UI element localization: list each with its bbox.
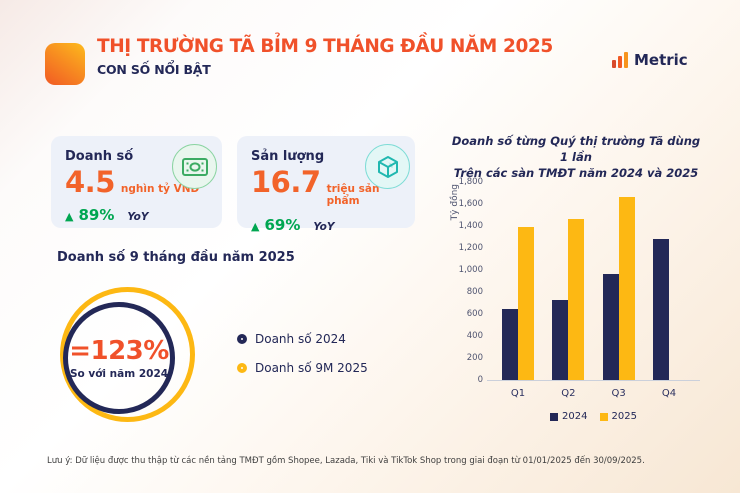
y-tick-label: 800 (466, 287, 483, 297)
bar-2024-Q4 (652, 238, 669, 380)
delta-percent: 89% (78, 206, 115, 225)
stat-value: 16.7 (251, 165, 321, 199)
footer-note: Lưu ý: Dữ liệu được thu thập từ các nền … (47, 456, 645, 466)
bar-2025-Q1 (518, 227, 534, 380)
chart-title: Doanh số từng Quý thị trường Tã dùng 1 l… (448, 133, 704, 181)
bar-2024-Q2 (552, 299, 569, 380)
bar-2024-Q3 (602, 273, 619, 380)
stat-delta-row: ▲ 89% YoY (65, 206, 208, 224)
ring-2025 (60, 287, 195, 422)
bar-group-Q1 (502, 227, 534, 380)
legend-label: Doanh số 9M 2025 (255, 361, 368, 375)
bar-groups (487, 183, 700, 380)
chart-legend: 2024 2025 (487, 411, 700, 422)
legend-label: 2025 (611, 411, 637, 422)
yoy-label: YoY (313, 221, 335, 233)
x-axis-line (487, 380, 700, 381)
yoy-label: YoY (127, 211, 149, 224)
orange-square-logo-mark (45, 43, 85, 85)
comparison-value: =123% (69, 336, 169, 366)
x-tick-label-Q3: Q3 (611, 388, 626, 399)
stat-value-row: 16.7 triệu sản phẩm (251, 167, 401, 207)
stat-label: Sản lượng (251, 149, 325, 164)
y-axis-ticks: 0 200 400 600 800 1,000 1,200 1,400 1,600 1,800 (455, 178, 483, 385)
delta-percent: 69% (264, 216, 301, 234)
package-icon (365, 144, 410, 189)
y-tick-label: 0 (477, 375, 483, 385)
y-tick-label: 600 (466, 309, 483, 319)
legend-item-2024: Doanh số 2024 (237, 332, 368, 346)
header: THỊ TRƯỜNG TÃ BỈM 9 THÁNG ĐẦU NĂM 2025 C… (97, 36, 553, 77)
bar-chart-icon (612, 52, 628, 68)
bar-group-Q3 (602, 196, 635, 380)
bar-2025-Q3 (618, 196, 635, 380)
x-tick-label-Q4: Q4 (661, 388, 677, 399)
y-tick-label: 1,000 (458, 265, 483, 275)
chart-legend-item-2025: 2025 (599, 411, 637, 422)
comparison-title: Doanh số 9 tháng đầu năm 2025 (57, 250, 295, 265)
chart-title-line2: Trên các sàn TMĐT năm 2024 và 2025 (453, 166, 699, 180)
bar-group-Q4 (652, 238, 685, 380)
page-title: THỊ TRƯỜNG TÃ BỈM 9 THÁNG ĐẦU NĂM 2025 (97, 36, 553, 57)
y-tick-label: 400 (466, 331, 483, 341)
bar-2025-Q2 (568, 219, 585, 380)
bar-2024-Q1 (502, 308, 518, 380)
chart-legend-item-2024: 2024 (550, 411, 588, 422)
up-arrow-icon: ▲ (251, 220, 260, 233)
stat-delta-row: ▲ 69% YoY (251, 216, 401, 234)
y-tick-label: 1,600 (458, 199, 483, 209)
legend-label: 2024 (562, 411, 588, 422)
y-tick-label: 1,400 (458, 221, 483, 231)
stat-card-volume: Sản lượng 16.7 triệu sản phẩm ▲ 69% YoY (237, 136, 415, 234)
banknote-icon (172, 144, 217, 189)
x-tick-label-Q2: Q2 (561, 388, 576, 399)
y-tick-label: 200 (466, 353, 483, 363)
stat-unit: triệu sản phẩm (326, 183, 380, 207)
metric-wordmark: Metric (634, 51, 688, 69)
ring-2024 (63, 302, 175, 414)
comparison-value-block: =123% So với năm 2024 (63, 302, 175, 414)
bar-chart-plot (487, 183, 700, 381)
legend-item-2025: Doanh số 9M 2025 (237, 361, 368, 375)
ring-swatch-yellow (237, 363, 247, 373)
ring-swatch-navy (237, 334, 247, 344)
x-axis-labels: Q1 Q2 Q3 Q4 (487, 388, 700, 399)
page-subtitle: CON SỐ NỔI BẬT (97, 62, 211, 77)
metric-logo: Metric (612, 51, 688, 69)
legend-swatch (599, 412, 608, 421)
stat-card-revenue: Doanh số 4.5 nghìn tỷ VND ▲ 89% YoY (51, 136, 222, 228)
stat-label: Doanh số (65, 149, 134, 164)
bar-group-Q2 (552, 219, 585, 380)
stat-value: 4.5 (65, 165, 115, 199)
legend-label: Doanh số 2024 (255, 332, 346, 346)
up-arrow-icon: ▲ (65, 210, 74, 224)
x-tick-label-Q1: Q1 (510, 388, 526, 399)
comparison-legend: Doanh số 2024 Doanh số 9M 2025 (237, 332, 368, 390)
comparison-caption: So với năm 2024 (69, 368, 169, 380)
chart-title-line1: Doanh số từng Quý thị trường Tã dùng 1 l… (451, 134, 701, 164)
y-tick-label: 1,800 (458, 177, 483, 187)
stat-value-row: 4.5 nghìn tỷ VND (65, 165, 208, 199)
y-tick-label: 1,200 (458, 243, 483, 253)
stat-unit: nghìn tỷ VND (120, 183, 200, 195)
legend-swatch (550, 412, 559, 421)
